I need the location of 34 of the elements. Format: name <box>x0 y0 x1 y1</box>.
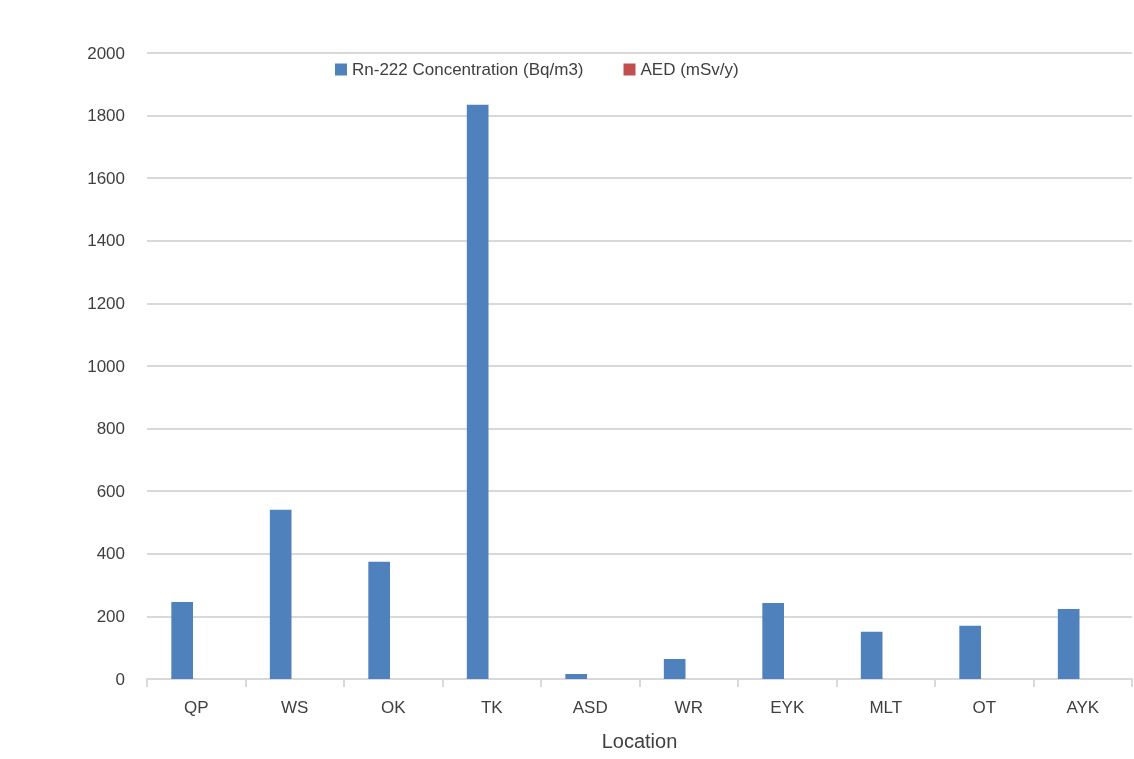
bar <box>1057 608 1080 679</box>
y-tick-label: 1400 <box>87 231 125 251</box>
x-tick-label: EYK <box>770 698 805 717</box>
bar <box>368 561 390 679</box>
y-tick-label: 200 <box>96 606 125 626</box>
x-axis-title: Location <box>601 730 678 752</box>
bar <box>466 104 489 679</box>
y-tick-label: 1600 <box>87 168 125 188</box>
y-tick-label: 1000 <box>87 356 125 376</box>
x-tick-label: OK <box>380 698 407 717</box>
y-tick-label: 800 <box>96 419 125 439</box>
y-tick-label: 1200 <box>87 293 125 313</box>
y-tick-label: 600 <box>96 481 125 501</box>
x-tick-label: QP <box>183 698 209 717</box>
legend-label: AED (mSv/y) <box>640 60 739 79</box>
x-tick-label: WR <box>674 698 703 717</box>
y-tick-label: 0 <box>115 669 125 689</box>
y-tick-label: 400 <box>96 544 125 564</box>
y-tick-label: 2000 <box>87 43 125 63</box>
bar <box>269 509 292 679</box>
bar <box>565 673 587 679</box>
bar <box>860 631 883 679</box>
bar <box>959 625 981 679</box>
bar <box>762 602 784 679</box>
x-tick-label: ASD <box>572 698 608 717</box>
bar <box>663 658 686 679</box>
y-tick-label: 1800 <box>87 106 125 126</box>
x-tick-label: MLT <box>869 698 903 717</box>
x-tick-label: WS <box>281 698 309 717</box>
x-tick-label: AYK <box>1066 698 1100 717</box>
bar <box>171 602 193 679</box>
legend-label: Rn-222 Concentration (Bq/m3) <box>352 60 584 79</box>
x-tick-label: TK <box>480 698 504 717</box>
x-tick-label: OT <box>972 698 997 717</box>
